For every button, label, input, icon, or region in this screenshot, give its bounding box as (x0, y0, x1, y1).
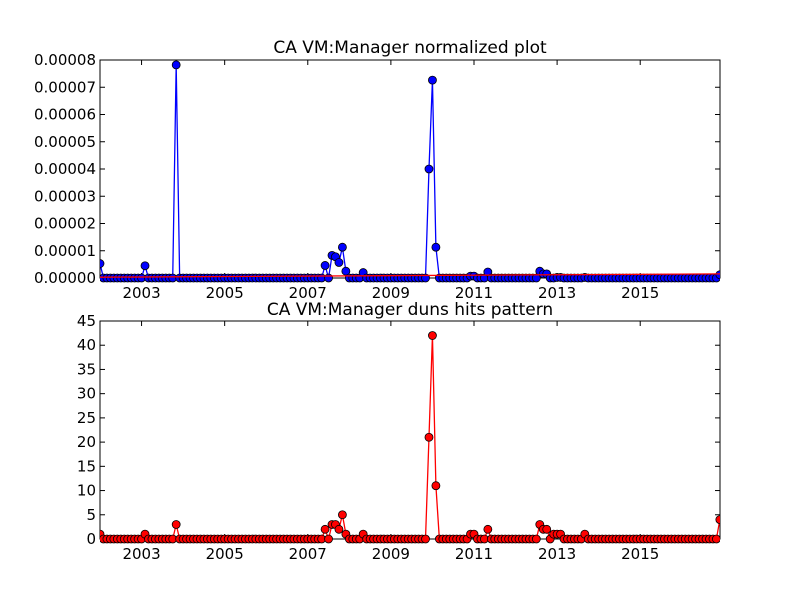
data-point (334, 524, 344, 534)
x-tick-label: 2009 (372, 545, 410, 563)
data-point (542, 524, 552, 534)
series-line (100, 335, 720, 542)
data-point (421, 534, 430, 544)
y-tick-label: 35 (77, 360, 96, 378)
y-tick-label: 0.00002 (34, 215, 96, 233)
series-line (100, 64, 720, 279)
x-tick-label: 2009 (372, 284, 410, 302)
y-tick-label: 40 (77, 336, 96, 354)
data-point (428, 331, 437, 340)
y-tick-label: 0.00004 (34, 160, 96, 178)
data-point (171, 60, 181, 70)
data-point (337, 510, 347, 520)
data-point (324, 534, 333, 544)
y-tick-label: 0 (86, 530, 96, 548)
series-layer (100, 331, 720, 544)
x-tick-label: 2015 (621, 284, 659, 302)
x-tick-label: 2015 (621, 545, 659, 563)
y-tick-label: 0.00000 (34, 269, 96, 287)
y-tick-label: 25 (77, 409, 96, 427)
y-tick-label: 20 (77, 433, 96, 451)
y-tick-label: 30 (77, 385, 96, 403)
duns-hits-chart: CA VM:Manager duns hits pattern 2003 2005… (77, 300, 721, 563)
chart-title: CA VM:Manager normalized plot (273, 38, 547, 58)
data-point (320, 524, 330, 534)
y-tick-label: 0.00007 (34, 78, 96, 96)
data-point (531, 273, 541, 283)
y-tick-label: 45 (77, 312, 96, 330)
y-tick-label: 0.00003 (34, 187, 96, 205)
plot-frame (99, 59, 721, 279)
data-point (171, 520, 181, 529)
data-point (431, 481, 441, 491)
normalized-plot-chart: CA VM:Manager normalized plot 2003 2005 20… (34, 38, 721, 302)
chart-title: CA VM:Manager duns hits pattern (267, 300, 553, 320)
x-tick-label: 2011 (455, 284, 493, 302)
axis-ticks: 2003 2005 2007 2009 2011 2013 2015 0 5 10 15 20 25 30… (77, 312, 720, 563)
data-point (320, 261, 330, 270)
data-point (324, 273, 333, 283)
x-tick-label: 2011 (455, 545, 493, 563)
x-tick-label: 2007 (289, 284, 327, 302)
axis-ticks: 2003 2005 2007 2009 2011 2013 2015 0.00000 0.000… (34, 51, 720, 302)
y-tick-label: 10 (77, 482, 96, 500)
y-tick-label: 0.00005 (34, 133, 96, 151)
data-point (483, 524, 493, 534)
y-tick-label: 0.00001 (34, 242, 96, 260)
x-tick-label: 2013 (538, 545, 576, 563)
data-point (424, 164, 434, 174)
x-tick-label: 2013 (538, 284, 576, 302)
data-point (341, 266, 351, 276)
x-tick-label: 2003 (122, 284, 160, 302)
plot-frame (99, 320, 721, 540)
data-point (140, 261, 150, 271)
x-tick-label: 2003 (122, 545, 160, 563)
data-point (715, 270, 720, 280)
data-point (715, 515, 720, 525)
y-tick-label: 15 (77, 457, 96, 475)
data-point (712, 534, 720, 544)
y-tick-label: 5 (86, 506, 96, 524)
y-tick-label: 0.00008 (34, 51, 96, 69)
series-line (100, 273, 720, 278)
data-point (431, 242, 441, 252)
data-point (531, 534, 541, 544)
y-tick-label: 0.00006 (34, 106, 96, 124)
x-tick-label: 2005 (206, 545, 244, 563)
data-point (334, 258, 344, 267)
data-point (337, 242, 347, 252)
data-point (100, 259, 105, 268)
data-point (424, 432, 434, 442)
data-point (428, 75, 437, 85)
x-tick-label: 2007 (289, 545, 327, 563)
series-layer (100, 60, 720, 283)
x-tick-label: 2005 (206, 284, 244, 302)
